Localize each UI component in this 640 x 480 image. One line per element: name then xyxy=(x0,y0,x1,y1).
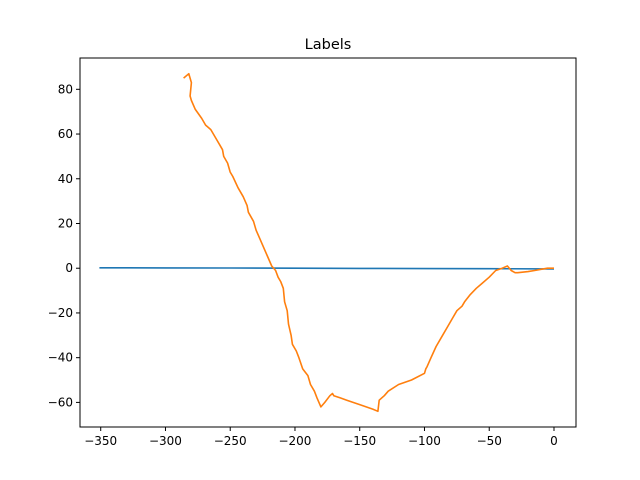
y-tick-label: −20 xyxy=(48,306,73,320)
plot-frame xyxy=(79,57,577,428)
y-tick-label: 80 xyxy=(58,82,73,96)
y-tick-label: 0 xyxy=(65,261,73,275)
y-tick-label: 40 xyxy=(58,172,73,186)
x-tick-label: −200 xyxy=(278,434,311,448)
y-axis: −60 −40 −20 0 20 40 60 80 xyxy=(48,82,80,409)
plot-area xyxy=(99,72,555,413)
x-tick-label: −100 xyxy=(408,434,441,448)
y-tick-label: 20 xyxy=(58,216,73,230)
y-tick-label: −40 xyxy=(48,351,73,365)
chart-title: Labels xyxy=(305,37,352,53)
y-tick-label: 60 xyxy=(58,127,73,141)
x-tick-label: 0 xyxy=(550,434,558,448)
x-tick-label: −50 xyxy=(477,434,502,448)
x-tick-label: −150 xyxy=(343,434,376,448)
x-axis: −350 −300 −250 −200 −150 −100 −50 0 xyxy=(84,427,558,448)
x-tick-label: −300 xyxy=(149,434,182,448)
x-tick-label: −350 xyxy=(84,434,117,448)
series-line-1 xyxy=(99,267,555,270)
series-line-2 xyxy=(183,72,554,413)
y-tick-label: −60 xyxy=(48,395,73,409)
x-tick-label: −250 xyxy=(214,434,247,448)
